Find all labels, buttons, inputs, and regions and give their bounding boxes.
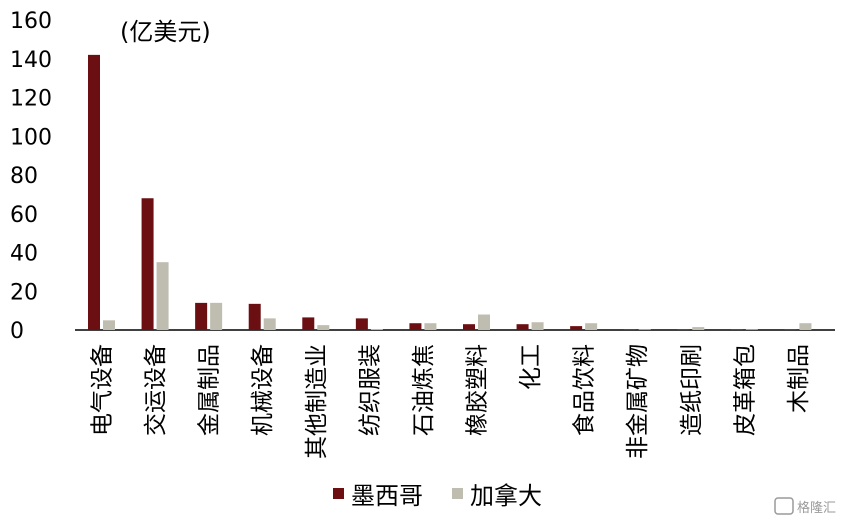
bar-series1 xyxy=(302,317,315,330)
y-tick-label: 20 xyxy=(10,280,38,305)
y-axis-ticks: 0 20 40 60 80 100 120 140 160 xyxy=(10,9,52,344)
bar-series1 xyxy=(570,326,583,330)
legend-swatch xyxy=(333,488,344,499)
bar-series1 xyxy=(195,302,208,330)
category-label: 橡胶塑料 xyxy=(465,344,491,436)
category-label: 石油炼焦 xyxy=(411,344,437,436)
y-tick-label: 140 xyxy=(10,48,52,73)
category-label: 纺织服装 xyxy=(357,344,383,436)
category-label: 电气设备 xyxy=(90,344,116,436)
category-label: 食品饮料 xyxy=(572,344,598,436)
bar-series1 xyxy=(623,329,636,330)
bar-series2 xyxy=(799,323,812,330)
bars xyxy=(88,54,812,330)
bar-series2 xyxy=(156,262,169,330)
bar-series2 xyxy=(103,320,115,330)
bar-series1 xyxy=(409,323,422,330)
bar-series2 xyxy=(692,327,705,330)
bar-series1 xyxy=(516,324,529,330)
bar-series2 xyxy=(210,302,223,330)
legend: 墨西哥 加拿大 xyxy=(333,482,542,510)
y-tick-label: 40 xyxy=(10,242,38,267)
bar-series1 xyxy=(88,54,100,330)
unit-label: (亿美元) xyxy=(120,18,211,46)
legend-swatch xyxy=(452,488,463,499)
watermark: 格隆汇 xyxy=(774,497,836,516)
svg-text:格隆汇: 格隆汇 xyxy=(797,500,836,516)
bar-series2 xyxy=(317,325,330,330)
bar-series2 xyxy=(478,314,490,330)
bar-series2 xyxy=(531,322,544,330)
category-label: 金属制品 xyxy=(197,344,223,436)
y-tick-label: 160 xyxy=(10,9,52,34)
category-labels: 电气设备 交运设备 金属制品 机械设备 其他制造业 纺织服装 石油炼焦 橡胶塑料 化工 食品饮料 非… xyxy=(90,344,812,459)
category-label: 木制品 xyxy=(786,344,812,413)
category-label: 交运设备 xyxy=(143,344,169,436)
bar-series2 xyxy=(424,323,437,330)
y-tick-label: 60 xyxy=(10,203,38,228)
bar-series2 xyxy=(638,329,651,330)
bar-series2 xyxy=(263,318,276,330)
category-label: 皮革箱包 xyxy=(732,344,758,436)
bar-series2 xyxy=(370,329,383,330)
bar-series1 xyxy=(248,303,261,330)
category-label: 化工 xyxy=(518,344,544,390)
bar-series2 xyxy=(585,323,598,330)
bar-series1 xyxy=(355,318,368,330)
bar-series1 xyxy=(141,198,154,330)
legend-label: 加拿大 xyxy=(470,482,542,510)
y-tick-label: 120 xyxy=(10,87,52,112)
y-tick-label: 0 xyxy=(10,319,24,344)
category-label: 造纸印刷 xyxy=(679,344,705,436)
category-label: 其他制造业 xyxy=(304,344,330,459)
watermark-logo-icon xyxy=(774,497,794,515)
category-label: 非金属矿物 xyxy=(625,344,651,459)
y-tick-label: 80 xyxy=(10,164,38,189)
bar-series2 xyxy=(745,329,758,330)
bar-series1 xyxy=(463,324,475,330)
legend-label: 墨西哥 xyxy=(351,482,423,510)
y-tick-label: 100 xyxy=(10,125,52,150)
category-label: 机械设备 xyxy=(250,344,276,436)
